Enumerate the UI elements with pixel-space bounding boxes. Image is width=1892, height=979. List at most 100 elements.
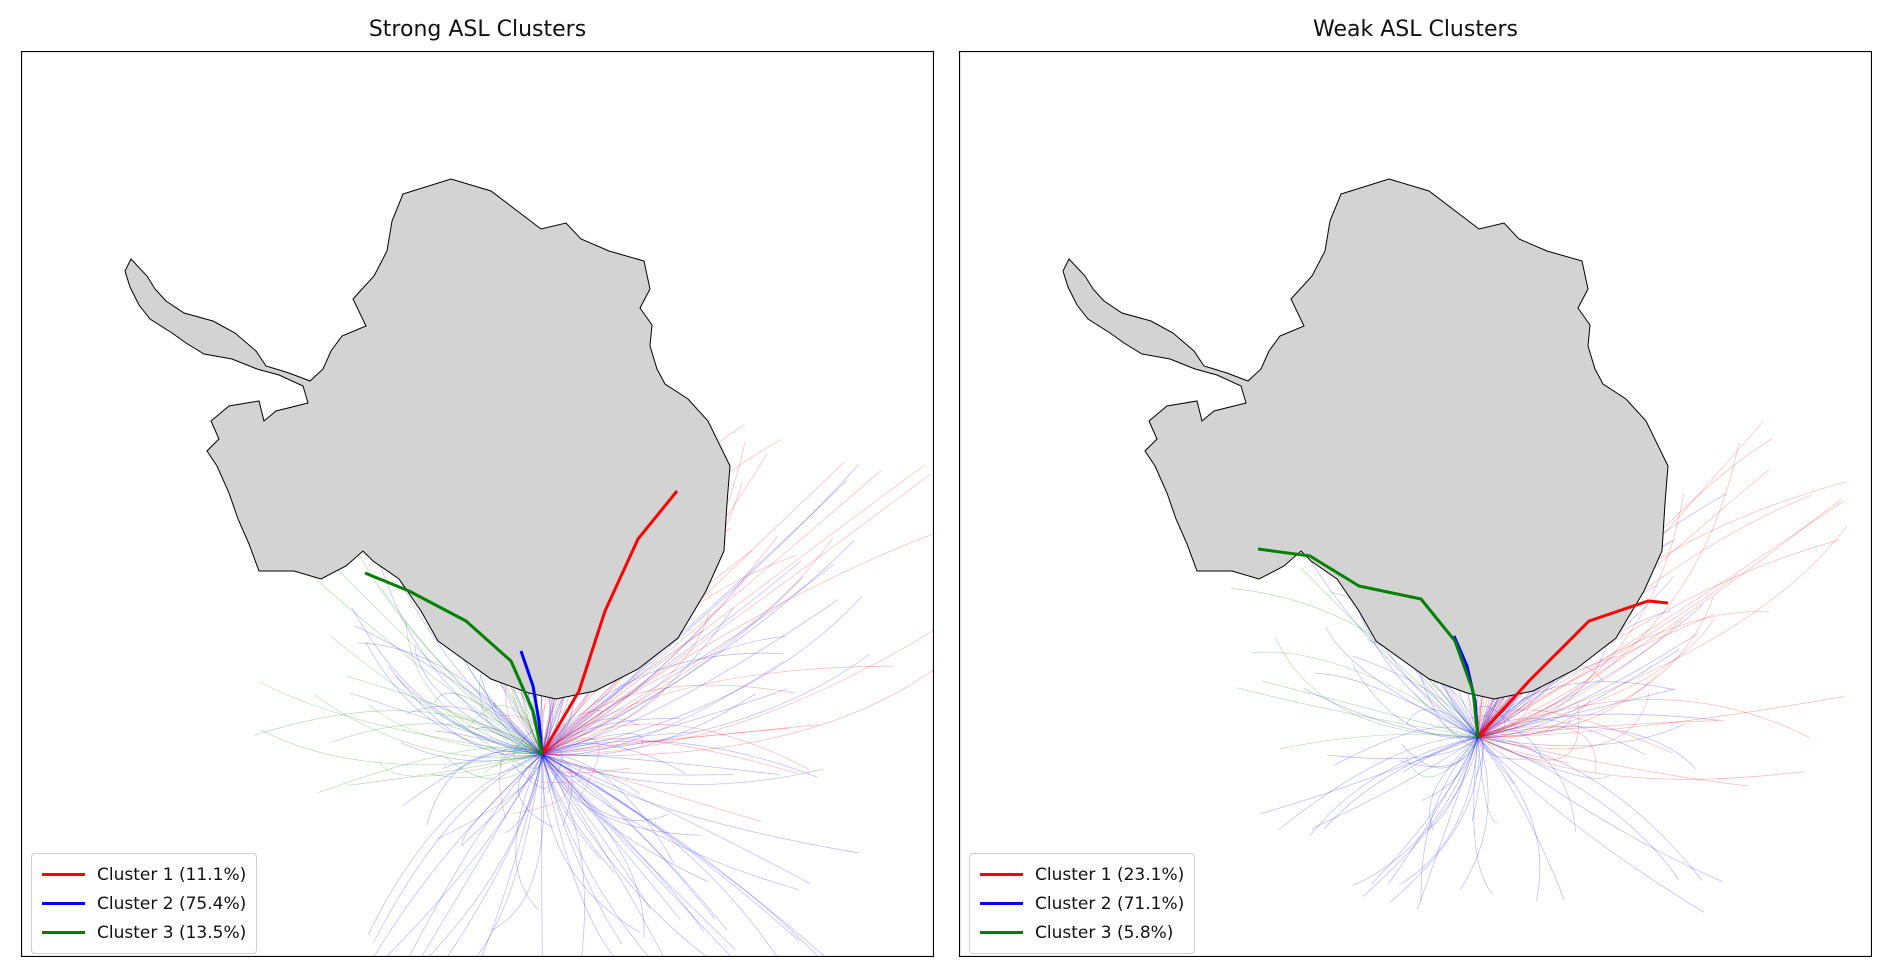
trajectory-line [1477, 498, 1842, 738]
trajectory-line [405, 619, 543, 755]
trajectory-line [447, 753, 543, 957]
trajectory-line [513, 753, 570, 814]
trajectory-line [1477, 632, 1700, 738]
trajectory-line [541, 753, 669, 821]
trajectory-line [541, 753, 781, 776]
trajectory-line [1477, 611, 1769, 738]
trajectory-line [1399, 736, 1479, 886]
trajectory-line [541, 630, 704, 755]
trajectory-line [379, 753, 543, 777]
trajectory-line [1252, 651, 1479, 738]
trajectory-line [541, 564, 834, 755]
trajectory-line [1477, 736, 1514, 784]
trajectory-line [1477, 613, 1716, 738]
trajectory-line [1477, 709, 1673, 754]
trajectory-line [1300, 567, 1479, 738]
trajectory-line [541, 710, 602, 755]
trajectory-line [541, 753, 859, 854]
trajectory-line [1477, 525, 1848, 738]
trajectory-line [253, 710, 543, 755]
trajectory-line [541, 753, 811, 885]
trajectory-line [1477, 699, 1810, 739]
antarctica-map [21, 51, 934, 957]
trajectory-line [481, 753, 543, 957]
trajectory-line [1477, 729, 1544, 760]
mean-tracks [1257, 547, 1669, 739]
trajectory-line [541, 753, 645, 938]
trajectory-line [541, 753, 701, 836]
trajectory-line [1477, 655, 1618, 738]
trajectory-line [1477, 617, 1684, 738]
trajectory-line [1477, 714, 1506, 738]
trajectory-line [1477, 618, 1715, 738]
trajectory-line [1477, 702, 1580, 761]
trajectory-line [541, 737, 600, 802]
trajectory-line [475, 689, 543, 755]
swatch [980, 873, 1023, 876]
trajectory-line [541, 636, 786, 755]
trajectory-line [541, 560, 802, 755]
trajectory-line [1389, 736, 1480, 903]
trajectory-line [1477, 736, 1576, 832]
trajectory-line [330, 636, 543, 755]
trajectory-line [479, 664, 543, 755]
trajectory-line [1274, 636, 1479, 738]
trajectory-line [541, 753, 734, 776]
trajectory-line [427, 753, 543, 957]
trajectory-line [541, 753, 728, 931]
trajectory-line [513, 728, 543, 760]
trajectory-line [466, 705, 544, 759]
trajectory-line [1477, 443, 1740, 738]
trajectory-line [1314, 673, 1479, 738]
trajectory-line [541, 753, 708, 957]
trajectory-line [541, 596, 862, 755]
trajectory-line [541, 753, 826, 957]
trajectory-line [1477, 736, 1703, 881]
trajectory-line [434, 730, 543, 755]
trajectory-line [541, 535, 778, 755]
trajectory-line [541, 724, 819, 755]
trajectory-line [515, 753, 543, 911]
trajectory-line [1405, 736, 1479, 778]
swatch [42, 931, 85, 934]
trajectory-line [541, 474, 931, 755]
trajectory-line [1427, 736, 1479, 830]
trajectory-line [1414, 693, 1479, 747]
trajectory-line [1477, 725, 1597, 774]
trajectory-line [1459, 736, 1489, 890]
trajectory-line [381, 588, 543, 755]
trajectory-line [461, 753, 543, 847]
trajectory-line [1371, 736, 1479, 885]
trajectory-line [1477, 720, 1725, 738]
trajectory-line [541, 753, 819, 957]
trajectory-line [541, 753, 602, 861]
trajectory-line [1477, 723, 1686, 747]
trajectory-line [317, 746, 543, 794]
trajectory-line [541, 629, 934, 755]
trajectory-line [1416, 736, 1479, 910]
trajectory-line [541, 753, 736, 950]
trajectory-line [427, 701, 543, 755]
trajectory-line [500, 745, 543, 768]
legend-item-cluster-2: Cluster 2 (75.4%) [42, 889, 246, 918]
panel-title: Strong ASL Clusters [368, 17, 587, 42]
trajectory-line [541, 733, 643, 755]
trajectory-line [1477, 736, 1565, 901]
trajectory-line [1477, 736, 1750, 787]
trajectory-line [492, 703, 543, 755]
trajectory-line [1477, 736, 1704, 913]
trajectory-line [541, 749, 563, 794]
trajectory-line [541, 654, 870, 755]
trajectory-line [541, 753, 650, 957]
trajectory-line [421, 753, 543, 957]
trajectory-line [1261, 680, 1479, 738]
trajectory-line [1477, 596, 1714, 738]
trajectory-line [1352, 665, 1479, 739]
trajectory-line [332, 723, 543, 755]
trajectory-line [541, 738, 798, 774]
trajectory-line [541, 464, 859, 755]
trajectory-line [1477, 726, 1697, 770]
trajectory-line [1475, 736, 1484, 777]
trajectory-line [1352, 655, 1479, 738]
trajectory-line [1231, 588, 1479, 738]
